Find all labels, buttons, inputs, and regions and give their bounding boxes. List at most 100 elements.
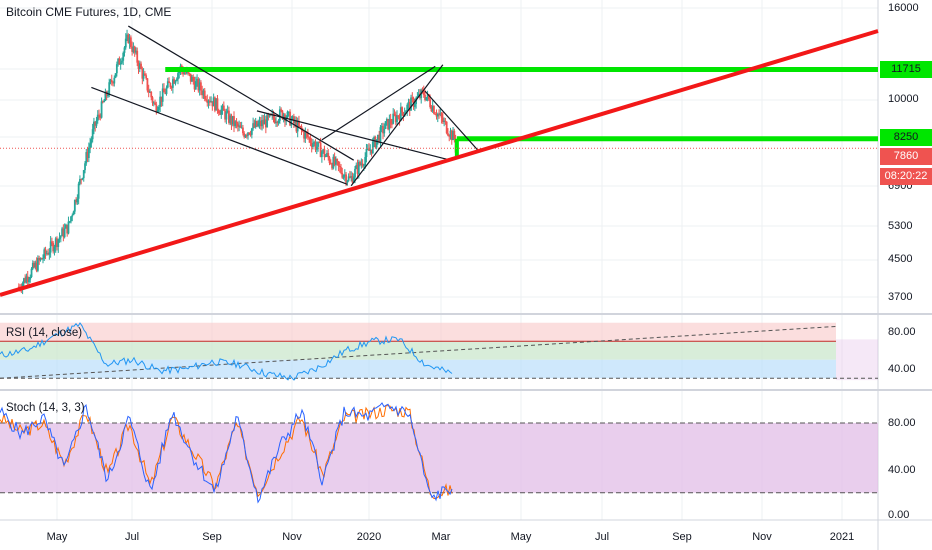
- candle-body: [117, 58, 120, 65]
- candle-body: [267, 114, 270, 117]
- candle-body: [407, 101, 410, 105]
- candle-body: [104, 91, 107, 101]
- x-tick-jul2: Jul: [594, 531, 610, 543]
- candle-body: [81, 178, 84, 180]
- candle-body: [112, 82, 114, 84]
- candle-body: [405, 111, 407, 114]
- candle-body: [248, 132, 251, 135]
- candle-body: [394, 114, 397, 123]
- candle-body: [114, 73, 117, 78]
- candle-body: [396, 115, 398, 123]
- candle-body: [47, 253, 49, 255]
- candle-body: [70, 216, 72, 222]
- candle-body: [193, 81, 196, 90]
- candle-body: [161, 88, 164, 102]
- candle-body: [379, 127, 382, 142]
- candle-body: [146, 78, 149, 91]
- candle-body: [25, 276, 28, 283]
- rsi-title: RSI (14, close): [6, 327, 83, 339]
- candle-body: [361, 163, 364, 166]
- candle-body: [159, 96, 162, 107]
- candle-body: [416, 96, 419, 98]
- candle-body: [452, 130, 454, 141]
- candle-body: [235, 121, 238, 124]
- candle-body: [273, 118, 276, 123]
- candle-body: [84, 163, 86, 171]
- candle-body: [208, 100, 211, 103]
- candle-body: [231, 116, 234, 125]
- breakdown-line: [424, 90, 481, 153]
- candle-body: [183, 72, 186, 75]
- candle-body: [75, 199, 78, 203]
- rsi-series-line: [0, 322, 453, 381]
- candle-body: [312, 143, 314, 147]
- candle-body: [103, 100, 106, 103]
- candle-body: [215, 98, 218, 111]
- candle-body: [126, 34, 128, 39]
- candle-body: [291, 116, 294, 120]
- candle-body: [136, 50, 139, 63]
- candle-body: [401, 107, 404, 113]
- candle-body: [303, 131, 305, 139]
- candle-body: [90, 139, 93, 144]
- candle-body: [24, 278, 27, 283]
- candle-body: [201, 90, 204, 96]
- candle-body: [164, 92, 167, 94]
- candle-body: [205, 98, 207, 101]
- candle-body: [182, 69, 184, 75]
- candle-body: [436, 113, 439, 117]
- candle-body: [275, 121, 277, 123]
- candle-body: [98, 114, 100, 116]
- candle-body: [108, 82, 111, 95]
- candle-body: [95, 120, 98, 126]
- candle-body: [225, 112, 228, 120]
- candle-body: [399, 107, 402, 121]
- candle-body: [449, 130, 452, 137]
- candle-body: [363, 165, 365, 167]
- candle-body: [438, 113, 440, 115]
- candle-body: [391, 123, 393, 125]
- candle-body: [96, 114, 99, 121]
- candle-body: [354, 168, 356, 178]
- candle-body: [122, 52, 125, 61]
- candle-body: [368, 148, 370, 151]
- level-label-8250: 8250: [880, 129, 932, 146]
- candle-body: [29, 276, 32, 280]
- candle-body: [44, 249, 47, 255]
- candle-body: [229, 115, 232, 123]
- channel-line: [256, 110, 451, 161]
- candle-body: [109, 79, 112, 83]
- x-tick-nov: Nov: [282, 531, 302, 543]
- candle-body: [340, 167, 342, 173]
- candle-body: [31, 262, 34, 269]
- candle-body: [230, 115, 233, 125]
- candle-body: [356, 165, 359, 174]
- candle-body: [53, 247, 56, 252]
- candle-body: [177, 73, 179, 80]
- candle-body: [242, 127, 244, 134]
- candle-body: [334, 159, 337, 165]
- candle-body: [216, 98, 219, 111]
- stoch-d-line: [0, 405, 453, 500]
- candle-body: [268, 114, 271, 117]
- candle-body: [447, 133, 449, 136]
- candle-body: [200, 82, 202, 91]
- candle-body: [123, 47, 126, 53]
- candle-body: [156, 109, 159, 112]
- candle-body: [17, 286, 20, 288]
- candle-body: [337, 161, 340, 166]
- candle-body: [389, 119, 392, 124]
- candle-body: [412, 98, 415, 107]
- candle-body: [221, 105, 224, 110]
- candle-body: [239, 125, 242, 128]
- x-tick-jul: Jul: [124, 531, 140, 543]
- candle-body: [166, 81, 169, 88]
- candle-body: [328, 157, 331, 163]
- candle-body: [309, 137, 312, 143]
- candle-body: [198, 82, 201, 91]
- candle-body: [247, 132, 249, 136]
- candle-body: [393, 113, 396, 115]
- candle-body: [94, 121, 97, 126]
- candle-body: [192, 76, 195, 82]
